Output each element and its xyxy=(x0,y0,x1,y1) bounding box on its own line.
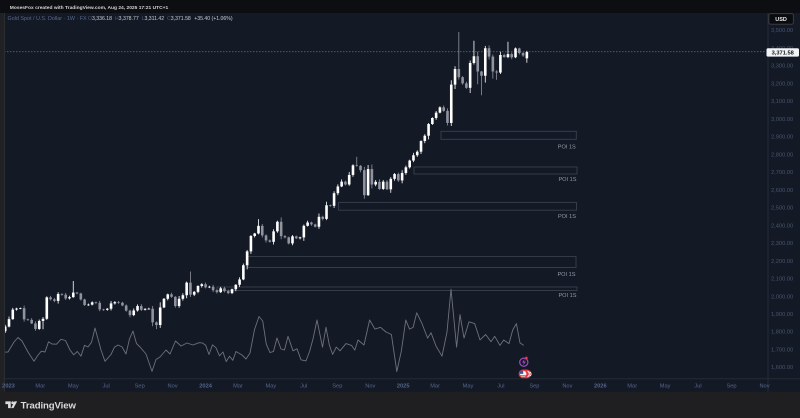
svg-text:MosesFox created with TradingV: MosesFox created with TradingView.com, A… xyxy=(10,5,169,11)
svg-text:2024: 2024 xyxy=(199,384,212,390)
svg-text:2,900.00: 2,900.00 xyxy=(771,135,793,141)
svg-text:Sep: Sep xyxy=(529,384,539,390)
svg-text:Nov: Nov xyxy=(759,384,769,390)
svg-text:2,400.00: 2,400.00 xyxy=(771,223,793,229)
svg-text:Gold Spot / U.S. Dollar · 1W ·: Gold Spot / U.S. Dollar · 1W · FX xyxy=(8,16,87,22)
svg-text:Jul: Jul xyxy=(300,384,307,390)
svg-text:3,500.00: 3,500.00 xyxy=(771,28,793,34)
svg-text:USD: USD xyxy=(775,17,787,23)
svg-text:Mar: Mar xyxy=(627,384,637,390)
svg-text:1,600.00: 1,600.00 xyxy=(771,365,793,371)
svg-text:Jul: Jul xyxy=(103,384,110,390)
svg-text:Sep: Sep xyxy=(726,384,736,390)
svg-text:Jul: Jul xyxy=(497,384,504,390)
svg-text:2,000.00: 2,000.00 xyxy=(771,294,793,300)
svg-text:O3,336.18 H3,378.77 L3,311.42: O3,336.18 H3,378.77 L3,311.42 C3,371.58 … xyxy=(88,16,233,22)
svg-text:2,700.00: 2,700.00 xyxy=(771,170,793,176)
svg-text:2,100.00: 2,100.00 xyxy=(771,277,793,283)
svg-text:2,600.00: 2,600.00 xyxy=(771,188,793,194)
svg-text:Sep: Sep xyxy=(135,384,145,390)
svg-text:3,100.00: 3,100.00 xyxy=(771,99,793,105)
svg-text:2025: 2025 xyxy=(397,384,410,390)
svg-text:3,000.00: 3,000.00 xyxy=(771,117,793,123)
svg-text:POI 1S: POI 1S xyxy=(558,214,576,220)
svg-text:Mar: Mar xyxy=(233,384,243,390)
svg-text:Jul: Jul xyxy=(694,384,701,390)
svg-text:Mar: Mar xyxy=(430,384,440,390)
svg-text:POI 1S: POI 1S xyxy=(557,272,575,278)
svg-text:POI 1S: POI 1S xyxy=(558,293,576,299)
svg-text:1,700.00: 1,700.00 xyxy=(771,347,793,353)
svg-text:2,800.00: 2,800.00 xyxy=(771,152,793,158)
svg-text:2,300.00: 2,300.00 xyxy=(771,241,793,247)
svg-text:1,800.00: 1,800.00 xyxy=(771,330,793,336)
svg-text:2,200.00: 2,200.00 xyxy=(771,259,793,265)
svg-text:Sep: Sep xyxy=(332,384,342,390)
svg-text:TradingView: TradingView xyxy=(21,400,77,411)
svg-text:3,300.00: 3,300.00 xyxy=(771,64,793,70)
svg-text:2026: 2026 xyxy=(594,384,607,390)
svg-text:POI 1S: POI 1S xyxy=(558,177,576,183)
svg-text:1,900.00: 1,900.00 xyxy=(771,312,793,318)
svg-text:2,500.00: 2,500.00 xyxy=(771,206,793,212)
svg-text:3,371.58: 3,371.58 xyxy=(772,51,794,57)
svg-text:May: May xyxy=(68,384,79,390)
svg-text:May: May xyxy=(266,384,277,390)
svg-text:May: May xyxy=(463,384,474,390)
svg-text:May: May xyxy=(660,384,671,390)
svg-text:Nov: Nov xyxy=(562,384,572,390)
svg-text:2023: 2023 xyxy=(2,384,15,390)
svg-text:3,200.00: 3,200.00 xyxy=(771,81,793,87)
svg-text:Mar: Mar xyxy=(35,384,45,390)
svg-text:POI 1S: POI 1S xyxy=(558,145,576,151)
svg-text:Nov: Nov xyxy=(168,384,178,390)
svg-text:Nov: Nov xyxy=(365,384,375,390)
